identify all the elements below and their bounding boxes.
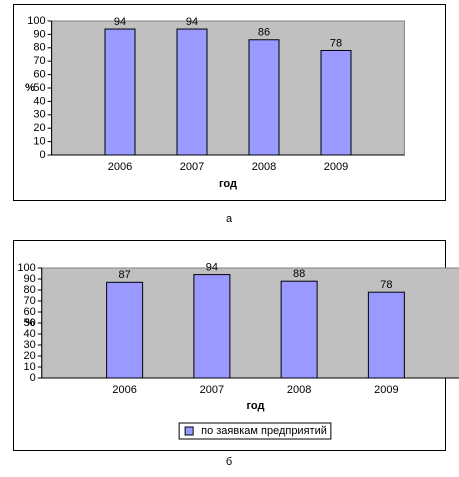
legend-label: по заявкам предприятий (201, 425, 327, 437)
data-label: 78 (330, 37, 342, 49)
x-tick-label: 2007 (200, 384, 224, 396)
x-axis-label: год (219, 178, 237, 190)
bar (176, 28, 208, 156)
bar (104, 28, 136, 156)
y-axis-label: % (25, 317, 35, 329)
data-label: 88 (293, 268, 305, 280)
y-tick-label: 80 (33, 42, 45, 54)
x-tick-label: 2006 (112, 384, 136, 396)
caption: б (226, 456, 232, 468)
y-tick-label: 0 (30, 372, 36, 384)
bar (248, 39, 280, 156)
y-tick-label: 50 (23, 317, 35, 329)
y-tick-label: 20 (33, 122, 45, 134)
bar (320, 49, 352, 156)
y-tick-label: 10 (23, 361, 35, 373)
y-tick-label: 50 (33, 82, 45, 94)
caption: а (226, 213, 233, 225)
data-label: 94 (186, 16, 198, 28)
y-tick-label: 70 (33, 55, 45, 67)
data-label: 87 (119, 269, 131, 281)
x-tick-label: 2009 (374, 384, 398, 396)
legend-box (178, 422, 332, 440)
y-axis-label: % (25, 82, 35, 94)
data-label: 86 (258, 27, 270, 39)
x-tick-label: 2006 (108, 161, 132, 173)
y-tick-label: 80 (23, 284, 35, 296)
y-tick-label: 100 (17, 262, 35, 274)
y-tick-label: 40 (23, 328, 35, 340)
y-tick-label: 40 (33, 95, 45, 107)
y-tick-label: 70 (23, 295, 35, 307)
x-axis-label: год (247, 400, 265, 412)
y-tick-label: 0 (39, 149, 45, 161)
y-tick-label: 60 (33, 69, 45, 81)
y-tick-label: 30 (23, 339, 35, 351)
data-label: 78 (380, 279, 392, 291)
bar (280, 280, 318, 379)
y-tick-label: 90 (23, 273, 35, 285)
y-tick-label: 100 (27, 15, 45, 27)
data-label: 94 (114, 16, 126, 28)
y-tick-label: 30 (33, 109, 45, 121)
y-tick-label: 90 (33, 28, 45, 40)
y-tick-label: 10 (33, 136, 45, 148)
data-label: 94 (206, 262, 218, 274)
x-tick-label: 2009 (324, 161, 348, 173)
x-tick-label: 2007 (180, 161, 204, 173)
x-tick-label: 2008 (252, 161, 276, 173)
y-tick-label: 60 (23, 306, 35, 318)
bar (367, 291, 405, 379)
bar (193, 274, 231, 379)
legend-swatch (184, 426, 194, 436)
bar (106, 281, 144, 379)
y-tick-label: 20 (23, 350, 35, 362)
x-tick-label: 2008 (287, 384, 311, 396)
